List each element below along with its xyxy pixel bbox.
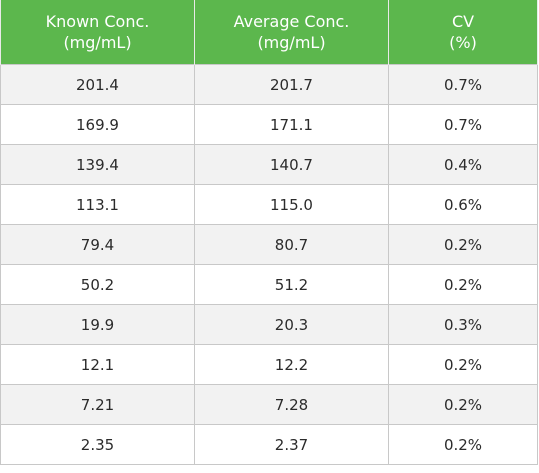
header-average-conc-unit: (mg/mL) <box>257 33 326 52</box>
cell-cv: 0.6% <box>388 184 538 225</box>
header-known-conc-title: Known Conc. <box>45 12 150 31</box>
cell-cv: 0.7% <box>388 64 538 105</box>
cell-average-conc: 20.3 <box>194 304 389 345</box>
cell-cv: 0.2% <box>388 344 538 385</box>
table-row: 12.1 12.2 0.2% <box>0 344 538 385</box>
header-cv-unit: (%) <box>449 33 477 52</box>
cell-known-conc: 12.1 <box>0 344 195 385</box>
table-row: 169.9 171.1 0.7% <box>0 104 538 145</box>
cell-average-conc: 51.2 <box>194 264 389 305</box>
table-header: Known Conc. (mg/mL) Average Conc. (mg/mL… <box>0 0 538 65</box>
table-row: 2.35 2.37 0.2% <box>0 424 538 465</box>
cell-average-conc: 12.2 <box>194 344 389 385</box>
cell-cv: 0.2% <box>388 224 538 265</box>
table-row: 19.9 20.3 0.3% <box>0 304 538 345</box>
cell-cv: 0.2% <box>388 264 538 305</box>
cell-cv: 0.4% <box>388 144 538 185</box>
cell-average-conc: 171.1 <box>194 104 389 145</box>
header-average-conc-title: Average Conc. <box>233 12 350 31</box>
header-cv: CV (%) <box>388 0 538 65</box>
cell-known-conc: 113.1 <box>0 184 195 225</box>
table-row: 79.4 80.7 0.2% <box>0 224 538 265</box>
cell-known-conc: 50.2 <box>0 264 195 305</box>
cell-known-conc: 19.9 <box>0 304 195 345</box>
cell-average-conc: 7.28 <box>194 384 389 425</box>
cell-average-conc: 201.7 <box>194 64 389 105</box>
header-row: Known Conc. (mg/mL) Average Conc. (mg/mL… <box>0 0 538 65</box>
cell-cv: 0.2% <box>388 424 538 465</box>
table-body: 201.4 201.7 0.7% 169.9 171.1 0.7% 139.4 … <box>0 64 538 465</box>
cell-known-conc: 79.4 <box>0 224 195 265</box>
cell-cv: 0.2% <box>388 384 538 425</box>
header-known-conc-unit: (mg/mL) <box>63 33 132 52</box>
cell-average-conc: 2.37 <box>194 424 389 465</box>
header-average-conc: Average Conc. (mg/mL) <box>194 0 389 65</box>
table-row: 7.21 7.28 0.2% <box>0 384 538 425</box>
cell-known-conc: 139.4 <box>0 144 195 185</box>
cell-known-conc: 201.4 <box>0 64 195 105</box>
table-row: 201.4 201.7 0.7% <box>0 64 538 105</box>
cell-average-conc: 115.0 <box>194 184 389 225</box>
header-cv-title: CV <box>451 12 475 31</box>
cell-average-conc: 80.7 <box>194 224 389 265</box>
table-row: 113.1 115.0 0.6% <box>0 184 538 225</box>
cell-known-conc: 7.21 <box>0 384 195 425</box>
header-known-conc: Known Conc. (mg/mL) <box>0 0 195 65</box>
cell-known-conc: 2.35 <box>0 424 195 465</box>
cell-cv: 0.3% <box>388 304 538 345</box>
cell-cv: 0.7% <box>388 104 538 145</box>
cell-average-conc: 140.7 <box>194 144 389 185</box>
table-row: 139.4 140.7 0.4% <box>0 144 538 185</box>
table-row: 50.2 51.2 0.2% <box>0 264 538 305</box>
cell-known-conc: 169.9 <box>0 104 195 145</box>
